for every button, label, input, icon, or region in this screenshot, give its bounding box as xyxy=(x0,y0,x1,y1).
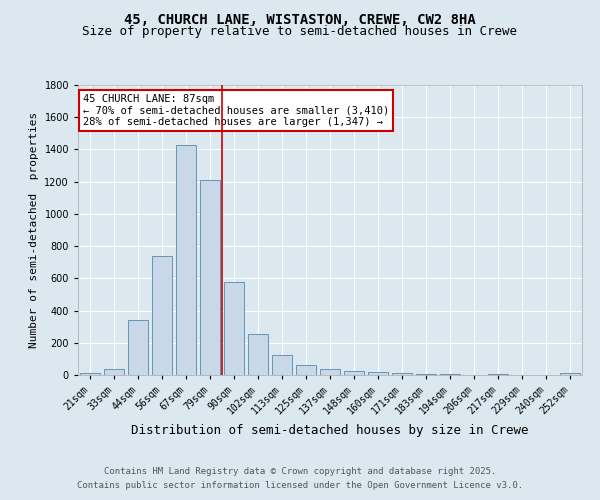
Bar xyxy=(296,364,316,375)
Bar xyxy=(128,320,148,375)
Bar xyxy=(104,370,124,375)
Text: 45 CHURCH LANE: 87sqm
← 70% of semi-detached houses are smaller (3,410)
28% of s: 45 CHURCH LANE: 87sqm ← 70% of semi-deta… xyxy=(83,94,389,127)
Bar xyxy=(392,374,412,375)
X-axis label: Distribution of semi-detached houses by size in Crewe: Distribution of semi-detached houses by … xyxy=(131,424,529,438)
Bar xyxy=(176,144,196,375)
Bar xyxy=(152,256,172,375)
Bar xyxy=(488,374,508,375)
Text: Size of property relative to semi-detached houses in Crewe: Size of property relative to semi-detach… xyxy=(83,25,517,38)
Y-axis label: Number of semi-detached  properties: Number of semi-detached properties xyxy=(29,112,39,348)
Bar xyxy=(224,282,244,375)
Bar xyxy=(416,374,436,375)
Bar xyxy=(440,374,460,375)
Bar xyxy=(80,372,100,375)
Text: Contains HM Land Registry data © Crown copyright and database right 2025.: Contains HM Land Registry data © Crown c… xyxy=(104,467,496,476)
Bar xyxy=(272,355,292,375)
Text: 45, CHURCH LANE, WISTASTON, CREWE, CW2 8HA: 45, CHURCH LANE, WISTASTON, CREWE, CW2 8… xyxy=(124,12,476,26)
Bar xyxy=(320,370,340,375)
Bar xyxy=(368,372,388,375)
Bar xyxy=(248,334,268,375)
Bar xyxy=(560,374,580,375)
Bar xyxy=(200,180,220,375)
Text: Contains public sector information licensed under the Open Government Licence v3: Contains public sector information licen… xyxy=(77,481,523,490)
Bar xyxy=(344,371,364,375)
